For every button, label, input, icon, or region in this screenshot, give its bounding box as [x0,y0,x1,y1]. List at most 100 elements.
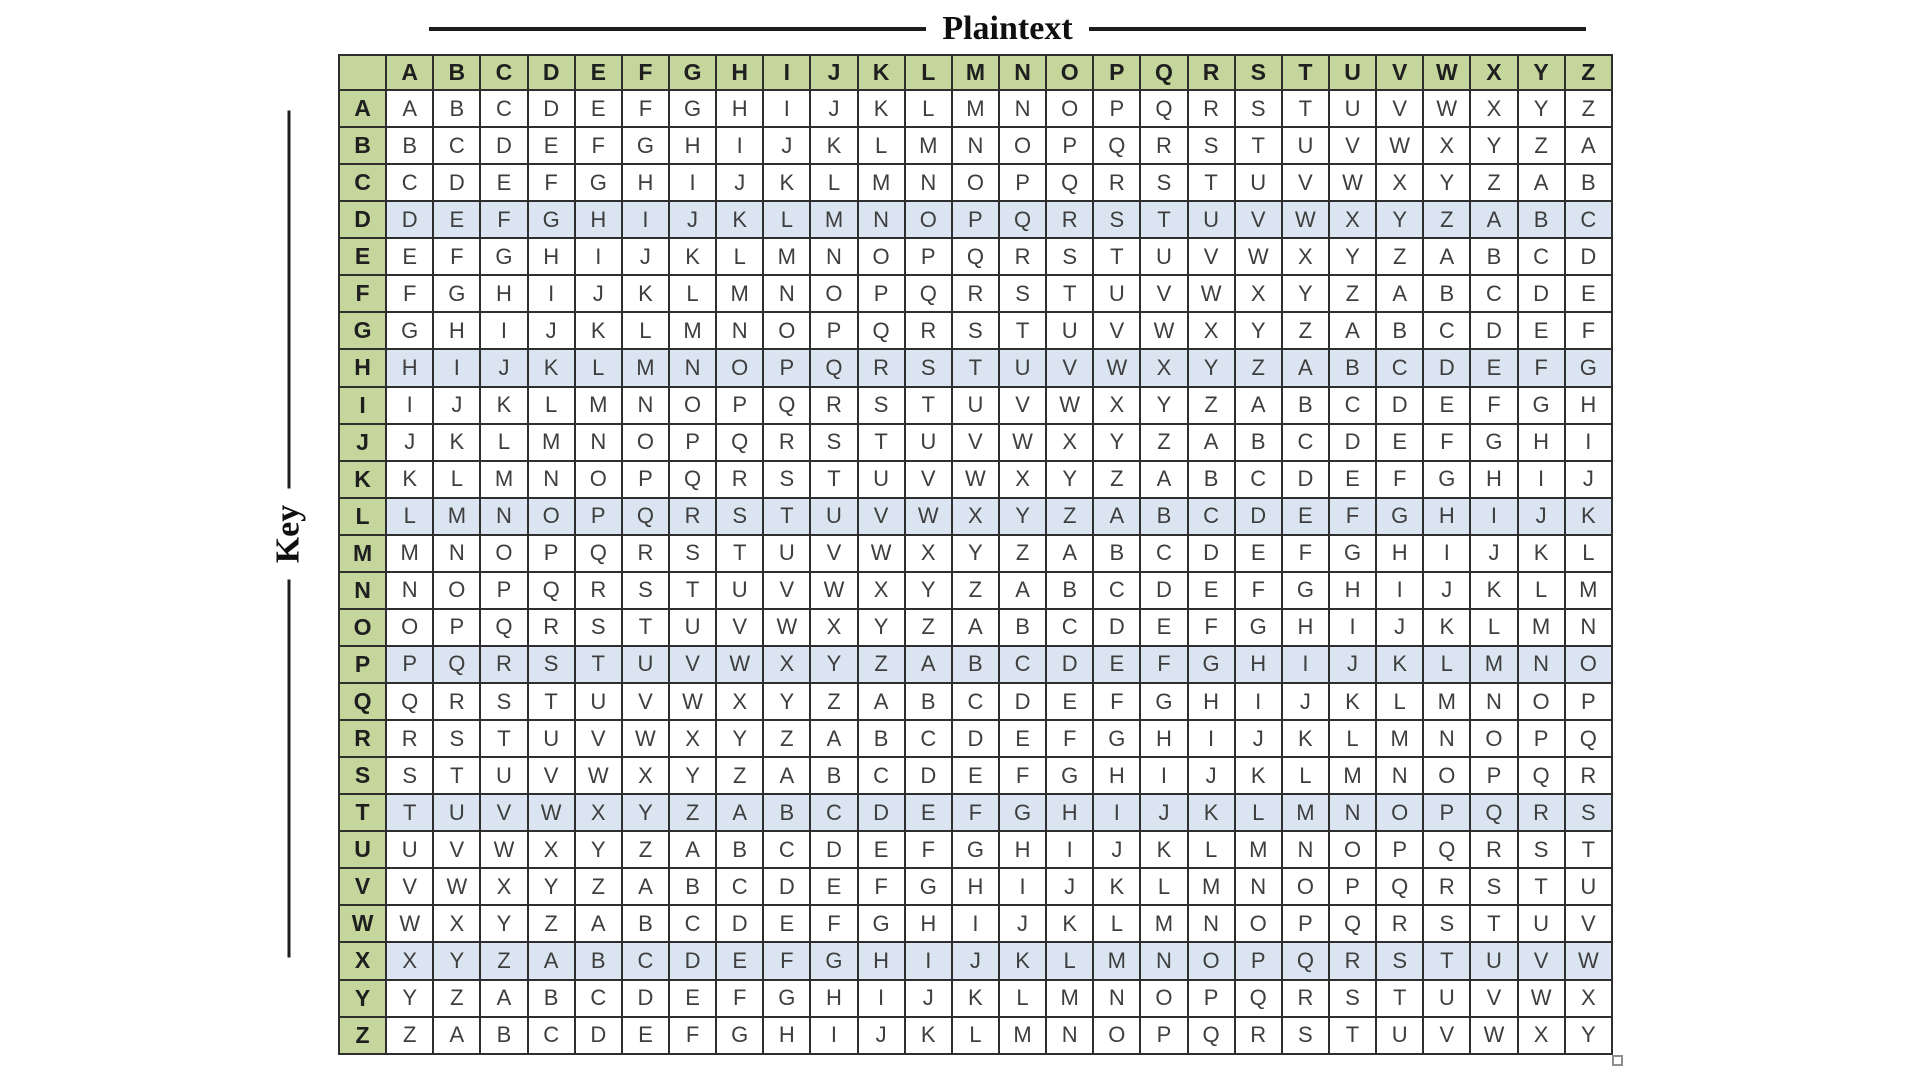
table-cell: I [1422,533,1472,573]
table-cell: W [1139,311,1189,351]
table-cell: O [715,348,765,388]
table-cell: Y [1516,88,1566,129]
table-cell: X [762,644,812,685]
table-cell: P [1186,978,1236,1018]
table-cell: I [1233,681,1283,722]
table-cell: F [1422,422,1472,462]
table-cell: A [1422,237,1472,277]
table-cell: C [715,867,765,907]
table-cell: I [1375,570,1425,610]
table-cell: A [667,830,718,870]
table-cell: V [1233,200,1283,240]
table-cell: P [1422,793,1472,833]
table-cell: A [1375,274,1425,314]
row-header-cell: M [337,533,388,573]
table-cell: H [809,978,859,1018]
table-cell: X [479,867,529,907]
table-cell: Q [1375,867,1425,907]
corner-cell [337,54,388,91]
table-cell: Q [432,644,482,685]
table-cell: M [1563,570,1614,610]
table-cell: Z [1186,385,1236,425]
table-cell: L [667,274,718,314]
table-cell: P [573,496,623,536]
table-cell: E [1516,311,1566,351]
table-cell: F [573,126,623,166]
table-cell: G [903,867,953,907]
table-cell: L [809,163,859,203]
table-cell: O [762,311,812,351]
table-cell: L [385,496,435,536]
table-cell: R [1186,88,1236,129]
table-cell: L [432,459,482,499]
table-resize-handle[interactable] [1612,1055,1623,1066]
table-cell: B [385,126,435,166]
table-cell: K [620,274,670,314]
table-cell: D [1092,607,1142,647]
table-cell: D [1469,311,1519,351]
table-cell: Q [1563,719,1614,759]
table-cell: D [1233,496,1283,536]
table-cell: K [1563,496,1614,536]
table-cell: D [385,200,435,240]
row-header-cell: Z [337,1015,388,1056]
table-cell: F [479,200,529,240]
table-cell: J [997,904,1048,944]
table-cell: G [950,830,1000,870]
table-cell: D [903,756,953,796]
table-cell: E [1327,459,1378,499]
table-cell: N [1422,719,1472,759]
plaintext-axis-label: Plaintext [429,8,1586,50]
table-cell: W [432,867,482,907]
table-cell: Y [667,756,718,796]
table-cell: A [809,719,859,759]
table-cell: K [573,311,623,351]
table-cell: Z [997,533,1048,573]
table-cell: E [667,978,718,1018]
table-cell: T [1469,904,1519,944]
table-cell: Y [950,533,1000,573]
table-cell: D [1280,459,1330,499]
table-cell: R [1375,904,1425,944]
table-cell: O [809,274,859,314]
table-cell: D [1563,237,1614,277]
table-cell: H [903,904,953,944]
table-cell: O [1045,88,1095,129]
table-cell: C [1139,533,1189,573]
table-cell: P [667,422,718,462]
table-cell: J [809,88,859,129]
table-cell: L [573,348,623,388]
table-cell: F [1563,311,1614,351]
table-cell: N [1563,607,1614,647]
table-cell: F [950,793,1000,833]
table-cell: V [620,681,670,722]
table-cell: C [432,126,482,166]
table-cell: A [1327,311,1378,351]
table-cell: F [1469,385,1519,425]
table-cell: D [1375,385,1425,425]
table-cell: V [1092,311,1142,351]
table-cell: T [1516,867,1566,907]
table-cell: W [997,422,1048,462]
table-cell: U [1139,237,1189,277]
table-cell: F [620,88,670,129]
table-cell: A [1045,533,1095,573]
table-cell: Z [573,867,623,907]
table-cell: G [809,941,859,981]
table-cell: T [715,533,765,573]
table-cell: T [1422,941,1472,981]
table-cell: M [1422,681,1472,722]
table-cell: V [1563,904,1614,944]
table-cell: G [1516,385,1566,425]
row-header-cell: N [337,570,388,610]
table-cell: S [1139,163,1189,203]
table-cell: K [856,88,906,129]
table-cell: M [1045,978,1095,1018]
table-cell: B [809,756,859,796]
table-cell: G [715,1015,765,1056]
row-header-cell: A [337,88,388,129]
